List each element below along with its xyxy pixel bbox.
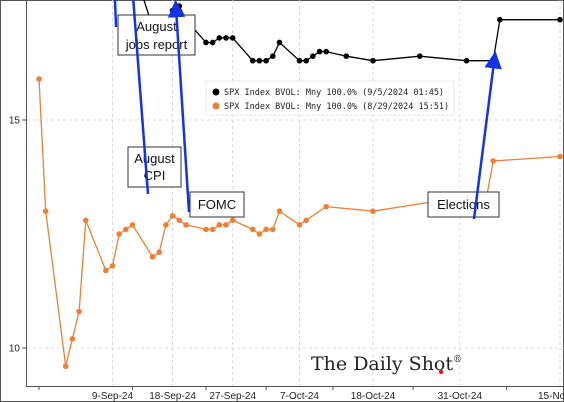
annotation-line: jobs report bbox=[125, 37, 188, 52]
legend-label-series-1: SPX Index BVOL: Mny 100.0% (8/29/2024 15… bbox=[224, 102, 449, 112]
data-point bbox=[269, 53, 276, 59]
annotation-elections: Elections bbox=[427, 50, 502, 220]
legend-label-series-0: SPX Index BVOL: Mny 100.0% (9/5/2024 01:… bbox=[224, 88, 444, 98]
data-point bbox=[223, 222, 229, 228]
x-tick-label: 15-No bbox=[538, 391, 564, 402]
data-point bbox=[176, 217, 183, 224]
data-point bbox=[209, 226, 216, 233]
data-point bbox=[216, 222, 223, 228]
annotation-arrow bbox=[472, 50, 502, 220]
data-point bbox=[303, 57, 309, 64]
data-point bbox=[296, 222, 303, 228]
data-point bbox=[263, 226, 269, 233]
annotation-arrow bbox=[132, 0, 150, 195]
x-tick-label: 31-Oct-24 bbox=[438, 391, 483, 402]
data-point bbox=[323, 203, 330, 210]
data-point bbox=[183, 222, 189, 228]
data-point bbox=[557, 153, 563, 160]
watermark-logo: The Daily Shot® bbox=[311, 353, 462, 375]
data-point bbox=[316, 48, 323, 55]
annotation-line: FOMC bbox=[198, 197, 236, 212]
data-point bbox=[256, 231, 263, 237]
annotation-box bbox=[427, 191, 500, 218]
annotation-line: August bbox=[136, 19, 177, 34]
legend-marker-series-1 bbox=[212, 102, 220, 110]
x-tick-label: 27-Sep-24 bbox=[209, 391, 256, 402]
annotation-august-cpi: August CPI bbox=[127, 0, 182, 195]
data-point bbox=[557, 16, 563, 23]
data-point bbox=[463, 57, 470, 64]
data-point bbox=[203, 226, 209, 233]
data-point bbox=[216, 35, 223, 41]
data-point bbox=[249, 226, 256, 233]
annotation-box bbox=[127, 146, 182, 188]
data-point bbox=[229, 35, 236, 41]
data-point bbox=[343, 53, 350, 59]
watermark-red-dot bbox=[438, 369, 444, 375]
data-point bbox=[276, 208, 283, 214]
data-point bbox=[156, 249, 163, 256]
data-point bbox=[176, 3, 183, 9]
data-point bbox=[163, 222, 169, 228]
data-point bbox=[123, 226, 129, 233]
data-point bbox=[116, 231, 122, 237]
x-tick-label: 7-Oct-24 bbox=[280, 391, 319, 402]
data-point bbox=[209, 39, 216, 46]
x-tick-label: 18-Sep-24 bbox=[149, 391, 196, 402]
annotation-august-jobs-report: August jobs report bbox=[113, 0, 196, 56]
data-point bbox=[249, 57, 256, 64]
data-point bbox=[62, 363, 69, 370]
data-point bbox=[149, 253, 156, 260]
data-point bbox=[303, 217, 309, 224]
y-tick-label: 15 bbox=[9, 116, 21, 127]
legend-marker-series-0 bbox=[212, 88, 220, 96]
annotation-box bbox=[189, 191, 245, 218]
watermark-name: The Daily Shot bbox=[311, 353, 453, 375]
x-tick-label: 9-Sep-24 bbox=[92, 391, 134, 402]
data-point bbox=[76, 308, 82, 315]
data-point bbox=[490, 158, 497, 164]
annotation-line: Elections bbox=[437, 197, 490, 212]
annotation-box bbox=[117, 14, 196, 56]
data-point bbox=[229, 217, 236, 224]
data-point bbox=[296, 57, 303, 64]
data-point bbox=[203, 39, 209, 46]
data-point bbox=[256, 57, 263, 64]
data-point bbox=[102, 267, 109, 274]
data-point bbox=[263, 57, 269, 64]
data-point bbox=[169, 212, 176, 219]
data-point bbox=[169, 7, 176, 14]
data-point bbox=[223, 35, 229, 41]
annotation-line: August bbox=[134, 151, 175, 166]
data-point bbox=[129, 222, 136, 228]
legend-box bbox=[205, 80, 455, 116]
x-axis-ticks: 9-Sep-24 18-Sep-24 27-Sep-24 7-Oct-24 18-Oct… bbox=[38, 386, 564, 402]
legend: SPX Index BVOL: Mny 100.0% (9/5/2024 01:… bbox=[205, 80, 455, 116]
data-point bbox=[276, 39, 283, 46]
data-point bbox=[416, 53, 423, 59]
data-point bbox=[269, 226, 276, 233]
data-point bbox=[323, 48, 330, 55]
data-point bbox=[36, 76, 42, 82]
annotation-fomc: FOMC bbox=[167, 0, 245, 218]
data-point bbox=[497, 16, 503, 23]
data-point bbox=[42, 208, 49, 214]
data-point bbox=[109, 263, 116, 269]
x-tick-label: 18-Oct-24 bbox=[351, 391, 396, 402]
data-point bbox=[370, 57, 376, 64]
y-tick-label: 10 bbox=[9, 344, 21, 355]
watermark-text: The Daily Shot® bbox=[311, 353, 462, 375]
data-point bbox=[69, 336, 76, 342]
data-point bbox=[370, 208, 376, 214]
data-point bbox=[310, 53, 316, 59]
data-point bbox=[82, 217, 89, 224]
annotation-line: CPI bbox=[144, 168, 166, 183]
annotation-arrow bbox=[167, 0, 191, 213]
watermark-registered-mark: ® bbox=[453, 355, 462, 365]
y-axis-ticks: 1015202530 bbox=[9, 116, 27, 355]
